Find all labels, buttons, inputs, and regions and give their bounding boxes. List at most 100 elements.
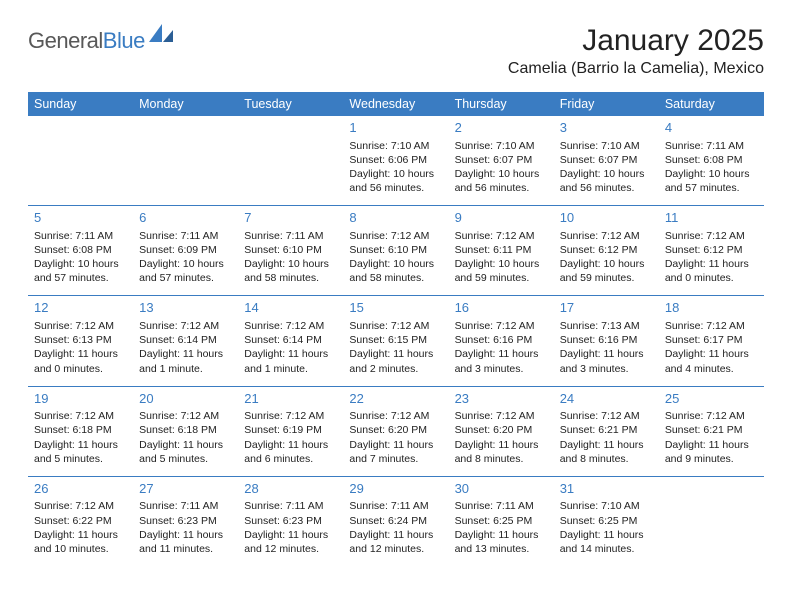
day-number: 19 [34, 390, 127, 408]
day-number: 23 [455, 390, 548, 408]
calendar-week: 12Sunrise: 7:12 AMSunset: 6:13 PMDayligh… [28, 296, 764, 386]
calendar-cell: 31Sunrise: 7:10 AMSunset: 6:25 PMDayligh… [554, 476, 659, 566]
daylight-line: Daylight: 11 hours and 3 minutes. [560, 347, 653, 375]
daylight-line: Daylight: 11 hours and 9 minutes. [665, 438, 758, 466]
day-number: 9 [455, 209, 548, 227]
day-number: 11 [665, 209, 758, 227]
calendar-cell: 11Sunrise: 7:12 AMSunset: 6:12 PMDayligh… [659, 206, 764, 296]
calendar-cell: 19Sunrise: 7:12 AMSunset: 6:18 PMDayligh… [28, 386, 133, 476]
sunrise-line: Sunrise: 7:11 AM [139, 229, 232, 243]
sunset-line: Sunset: 6:11 PM [455, 243, 548, 257]
title-block: January 2025 Camelia (Barrio la Camelia)… [508, 24, 764, 78]
calendar-cell: 24Sunrise: 7:12 AMSunset: 6:21 PMDayligh… [554, 386, 659, 476]
sunset-line: Sunset: 6:18 PM [34, 423, 127, 437]
calendar-cell: 23Sunrise: 7:12 AMSunset: 6:20 PMDayligh… [449, 386, 554, 476]
day-header: Tuesday [238, 92, 343, 116]
sunrise-line: Sunrise: 7:11 AM [34, 229, 127, 243]
calendar-cell: 3Sunrise: 7:10 AMSunset: 6:07 PMDaylight… [554, 116, 659, 206]
sunset-line: Sunset: 6:14 PM [139, 333, 232, 347]
daylight-line: Daylight: 10 hours and 57 minutes. [665, 167, 758, 195]
sunset-line: Sunset: 6:16 PM [455, 333, 548, 347]
calendar-cell: 13Sunrise: 7:12 AMSunset: 6:14 PMDayligh… [133, 296, 238, 386]
day-number: 22 [349, 390, 442, 408]
day-number: 8 [349, 209, 442, 227]
sunset-line: Sunset: 6:07 PM [455, 153, 548, 167]
sunset-line: Sunset: 6:09 PM [139, 243, 232, 257]
calendar-cell: 6Sunrise: 7:11 AMSunset: 6:09 PMDaylight… [133, 206, 238, 296]
location: Camelia (Barrio la Camelia), Mexico [508, 60, 764, 78]
calendar-cell [238, 116, 343, 206]
sunset-line: Sunset: 6:22 PM [34, 514, 127, 528]
day-number: 13 [139, 299, 232, 317]
calendar-body: 1Sunrise: 7:10 AMSunset: 6:06 PMDaylight… [28, 116, 764, 566]
logo: GeneralBlue [28, 24, 175, 57]
sunset-line: Sunset: 6:12 PM [560, 243, 653, 257]
calendar-cell: 18Sunrise: 7:12 AMSunset: 6:17 PMDayligh… [659, 296, 764, 386]
calendar-cell: 25Sunrise: 7:12 AMSunset: 6:21 PMDayligh… [659, 386, 764, 476]
daylight-line: Daylight: 10 hours and 57 minutes. [34, 257, 127, 285]
day-header: Saturday [659, 92, 764, 116]
daylight-line: Daylight: 10 hours and 56 minutes. [455, 167, 548, 195]
sunset-line: Sunset: 6:24 PM [349, 514, 442, 528]
sunset-line: Sunset: 6:25 PM [455, 514, 548, 528]
daylight-line: Daylight: 11 hours and 6 minutes. [244, 438, 337, 466]
day-header: Friday [554, 92, 659, 116]
sunrise-line: Sunrise: 7:12 AM [665, 319, 758, 333]
sunset-line: Sunset: 6:08 PM [665, 153, 758, 167]
sunrise-line: Sunrise: 7:12 AM [244, 319, 337, 333]
calendar-cell: 9Sunrise: 7:12 AMSunset: 6:11 PMDaylight… [449, 206, 554, 296]
sunset-line: Sunset: 6:17 PM [665, 333, 758, 347]
calendar-header-row: SundayMondayTuesdayWednesdayThursdayFrid… [28, 92, 764, 116]
calendar-table: SundayMondayTuesdayWednesdayThursdayFrid… [28, 92, 764, 566]
sunset-line: Sunset: 6:21 PM [560, 423, 653, 437]
day-number: 16 [455, 299, 548, 317]
day-number: 10 [560, 209, 653, 227]
daylight-line: Daylight: 11 hours and 1 minute. [244, 347, 337, 375]
sunset-line: Sunset: 6:10 PM [349, 243, 442, 257]
calendar-week: 26Sunrise: 7:12 AMSunset: 6:22 PMDayligh… [28, 476, 764, 566]
sunset-line: Sunset: 6:23 PM [139, 514, 232, 528]
sunrise-line: Sunrise: 7:11 AM [349, 499, 442, 513]
calendar-cell: 15Sunrise: 7:12 AMSunset: 6:15 PMDayligh… [343, 296, 448, 386]
day-number: 31 [560, 480, 653, 498]
sunrise-line: Sunrise: 7:10 AM [455, 139, 548, 153]
calendar-cell: 21Sunrise: 7:12 AMSunset: 6:19 PMDayligh… [238, 386, 343, 476]
sunrise-line: Sunrise: 7:11 AM [139, 499, 232, 513]
sunrise-line: Sunrise: 7:12 AM [349, 229, 442, 243]
daylight-line: Daylight: 10 hours and 58 minutes. [349, 257, 442, 285]
day-number: 17 [560, 299, 653, 317]
daylight-line: Daylight: 11 hours and 5 minutes. [139, 438, 232, 466]
sunset-line: Sunset: 6:12 PM [665, 243, 758, 257]
calendar-cell: 2Sunrise: 7:10 AMSunset: 6:07 PMDaylight… [449, 116, 554, 206]
sunrise-line: Sunrise: 7:12 AM [455, 319, 548, 333]
sunrise-line: Sunrise: 7:12 AM [455, 409, 548, 423]
day-number: 30 [455, 480, 548, 498]
sunset-line: Sunset: 6:25 PM [560, 514, 653, 528]
sunrise-line: Sunrise: 7:11 AM [244, 499, 337, 513]
logo-text-gray: General [28, 28, 103, 53]
calendar-cell: 10Sunrise: 7:12 AMSunset: 6:12 PMDayligh… [554, 206, 659, 296]
day-number: 5 [34, 209, 127, 227]
daylight-line: Daylight: 10 hours and 59 minutes. [455, 257, 548, 285]
sunrise-line: Sunrise: 7:11 AM [455, 499, 548, 513]
day-number: 6 [139, 209, 232, 227]
sunset-line: Sunset: 6:23 PM [244, 514, 337, 528]
calendar-cell: 30Sunrise: 7:11 AMSunset: 6:25 PMDayligh… [449, 476, 554, 566]
sunrise-line: Sunrise: 7:13 AM [560, 319, 653, 333]
day-number: 26 [34, 480, 127, 498]
daylight-line: Daylight: 11 hours and 4 minutes. [665, 347, 758, 375]
sunrise-line: Sunrise: 7:12 AM [139, 409, 232, 423]
sunset-line: Sunset: 6:16 PM [560, 333, 653, 347]
daylight-line: Daylight: 11 hours and 10 minutes. [34, 528, 127, 556]
calendar-cell: 27Sunrise: 7:11 AMSunset: 6:23 PMDayligh… [133, 476, 238, 566]
sunrise-line: Sunrise: 7:12 AM [244, 409, 337, 423]
day-number: 20 [139, 390, 232, 408]
sunrise-line: Sunrise: 7:12 AM [665, 409, 758, 423]
sunrise-line: Sunrise: 7:12 AM [665, 229, 758, 243]
daylight-line: Daylight: 11 hours and 11 minutes. [139, 528, 232, 556]
calendar-cell: 12Sunrise: 7:12 AMSunset: 6:13 PMDayligh… [28, 296, 133, 386]
logo-text-blue: Blue [103, 28, 145, 53]
sunset-line: Sunset: 6:21 PM [665, 423, 758, 437]
day-number: 1 [349, 119, 442, 137]
day-number: 14 [244, 299, 337, 317]
